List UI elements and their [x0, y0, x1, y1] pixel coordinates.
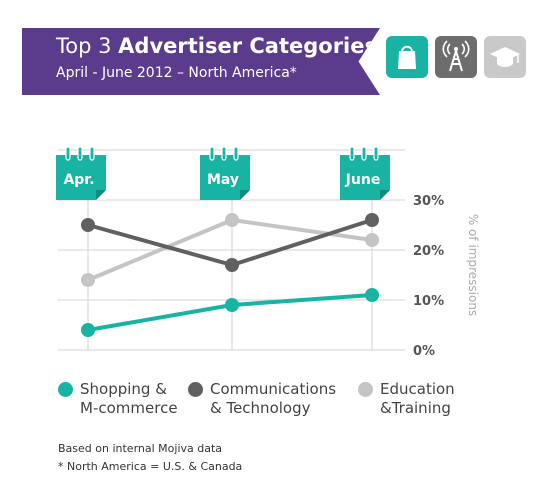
- calendar-ring: [373, 146, 379, 161]
- legend-dot-communications: [188, 382, 203, 397]
- legend-dot-shopping: [58, 382, 73, 397]
- cell-tower-icon: [435, 36, 477, 78]
- source-note: Based on internal Mojiva data: [58, 442, 223, 455]
- calendar-fold-shadow: [380, 190, 390, 200]
- calendar-ring: [349, 146, 355, 161]
- series-line: [87, 218, 373, 267]
- data-point: [365, 213, 379, 227]
- calendar-ring: [77, 146, 83, 161]
- legend-dot-education: [358, 382, 373, 397]
- legend-label-line2: & Technology: [210, 399, 311, 417]
- chart-title: Top 3 Advertiser Categories: [56, 34, 377, 58]
- calendar-fold-shadow: [96, 190, 106, 200]
- y-tick-label: 10%: [413, 294, 444, 309]
- data-point: [225, 298, 239, 312]
- calendar-ring: [209, 146, 215, 161]
- shopping-bag-icon: [386, 36, 428, 78]
- data-point: [81, 218, 95, 232]
- legend-label-line2: &Training: [380, 399, 451, 417]
- data-point: [81, 323, 95, 337]
- x-category-label: May: [207, 172, 239, 188]
- x-category-label: June: [345, 172, 381, 188]
- legend-label-line1: Education: [380, 380, 455, 398]
- legend-label-line1: Communications: [210, 380, 337, 398]
- calendar-ring: [361, 146, 367, 161]
- region-footnote: * North America = U.S. & Canada: [58, 460, 243, 473]
- chart-subtitle: April - June 2012 – North America*: [56, 65, 297, 81]
- legend-label-line1: Shopping &: [80, 380, 167, 398]
- graduation-cap-icon: [484, 36, 526, 78]
- title-banner: Top 3 Advertiser Categories April - June…: [22, 28, 380, 95]
- data-point: [81, 273, 95, 287]
- x-category-label: Apr.: [63, 172, 94, 188]
- data-point: [225, 258, 239, 272]
- y-tick-label: 30%: [413, 194, 444, 209]
- calendar-ring: [221, 146, 227, 161]
- y-tick-label: 20%: [413, 244, 444, 259]
- calendar-fold-shadow: [240, 190, 250, 200]
- calendar-ring: [233, 146, 239, 161]
- data-point: [365, 288, 379, 302]
- y-tick-label: 0%: [413, 344, 435, 359]
- calendar-ring: [65, 146, 71, 161]
- y-axis-label: % of impressions: [466, 214, 480, 316]
- legend-label-line2: M-commerce: [80, 399, 178, 417]
- calendar-ring: [89, 146, 95, 161]
- data-point: [225, 213, 239, 227]
- data-point: [365, 233, 379, 247]
